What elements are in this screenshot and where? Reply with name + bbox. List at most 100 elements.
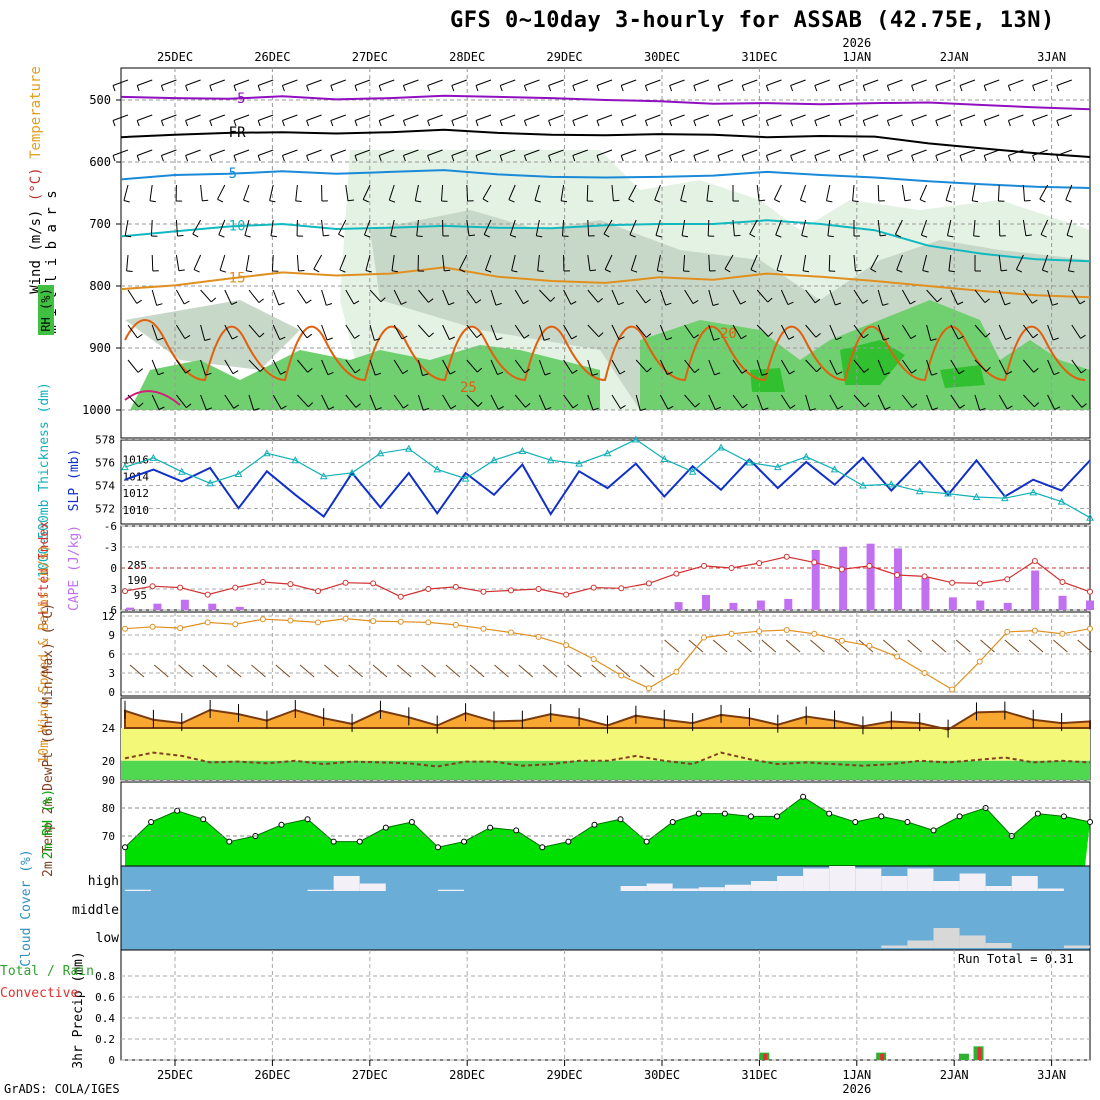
wind-barb-flag xyxy=(665,302,672,306)
precip-convective-label: Convective xyxy=(0,986,78,1001)
thickness-line-point xyxy=(149,453,158,461)
lifted-index-line-point xyxy=(866,562,873,569)
wind-barb-flag xyxy=(985,366,991,372)
temp-area xyxy=(124,708,1091,731)
lifted-index-line-point xyxy=(122,588,128,595)
wind-barb-flag xyxy=(468,234,476,237)
wind-barb-flag xyxy=(281,120,285,127)
thickness-line-point xyxy=(263,449,271,457)
wind-barb xyxy=(248,289,260,303)
cloud-high-bar xyxy=(829,866,856,891)
wind-barb-flag xyxy=(814,298,821,304)
wind-barb-flag xyxy=(572,403,579,409)
wind-barb-flag xyxy=(714,372,721,376)
thickness-line xyxy=(124,438,1091,519)
wind-barb-flag xyxy=(884,372,890,376)
wind-barb xyxy=(1047,289,1053,306)
wind-barb xyxy=(296,254,299,272)
wind-barb-flag xyxy=(1024,200,1031,202)
wind-barb-flag xyxy=(669,120,673,127)
wind-barb-flag xyxy=(231,301,238,305)
wind-barb-flag xyxy=(403,404,409,409)
wind-barb xyxy=(749,219,758,235)
wind-barb-flag xyxy=(306,120,310,127)
wind-barb xyxy=(417,359,423,376)
wind-barb-flag xyxy=(790,85,794,92)
wind-barb-flag xyxy=(306,85,310,92)
wind-barb-flag xyxy=(391,270,398,273)
wind-barb xyxy=(466,394,479,407)
wind-barb xyxy=(926,289,938,303)
rh-point xyxy=(878,813,885,820)
wind-barb xyxy=(911,79,927,86)
wind-barb xyxy=(539,289,551,302)
wind-barb xyxy=(717,79,734,86)
wind-barb-flag xyxy=(693,120,697,127)
lifted-index-line-point xyxy=(756,560,763,567)
wind-barb xyxy=(1041,254,1049,271)
isotherm-FR xyxy=(120,128,1091,158)
wind-barb-flag xyxy=(715,406,721,411)
wind-barb-flag xyxy=(882,303,889,306)
wind-barb xyxy=(485,254,492,271)
wind-barb-flag xyxy=(1032,155,1036,162)
wind-barb-flag xyxy=(476,333,482,338)
wind-barb-flag xyxy=(280,371,287,375)
wind-barb xyxy=(935,79,951,86)
wind-barb-flag xyxy=(232,335,238,340)
isotherm-label: 5 xyxy=(229,166,237,182)
lifted-index-line-point xyxy=(590,584,597,591)
wind-speed-line-point xyxy=(618,672,625,679)
isotherm-label-20: 20 xyxy=(720,326,737,342)
wind-barb xyxy=(393,289,402,305)
wind-barb-flag xyxy=(281,85,285,92)
pressure-tick-label: 700 xyxy=(89,217,111,231)
wind-barb-flag xyxy=(596,120,600,127)
wind-barb xyxy=(959,79,976,86)
wind-barb xyxy=(427,114,443,121)
wind-barb-flag xyxy=(374,338,381,341)
wind-barb-flag xyxy=(326,337,333,341)
wind-barb xyxy=(707,219,710,237)
wind-barb-flag xyxy=(724,268,731,273)
wind-barb-flag xyxy=(694,368,700,373)
surface-wind-barb xyxy=(1004,639,1020,653)
isotherm-label: -5 xyxy=(229,91,246,107)
wind-barb-flag xyxy=(855,269,862,272)
wind-barb xyxy=(218,219,226,235)
wind-barb xyxy=(901,359,913,374)
wind-barb-flag xyxy=(499,85,503,92)
wind-barb xyxy=(877,324,884,341)
wind-barb xyxy=(393,359,404,374)
cloud-low-bar xyxy=(959,935,986,948)
wind-barb xyxy=(611,324,620,340)
wind-barb xyxy=(645,79,661,86)
wind-barb-flag xyxy=(451,155,455,162)
wind-barb xyxy=(596,149,613,156)
wind-barb xyxy=(659,289,667,306)
wind-barb xyxy=(459,254,468,270)
wind-barb xyxy=(403,79,419,86)
wind-barb xyxy=(828,254,831,272)
wind-barb xyxy=(805,289,816,304)
wind-barb-flag xyxy=(717,85,721,92)
cape-bar xyxy=(976,600,985,610)
wind-barb-flag xyxy=(852,200,859,202)
wind-barb-flag xyxy=(246,270,253,273)
wind-barb-flag xyxy=(160,85,164,92)
wind-barb xyxy=(887,79,903,86)
wind-barb xyxy=(451,114,467,121)
wind-barb xyxy=(587,394,594,411)
wind-barb xyxy=(442,359,451,375)
wind-tick: 12 xyxy=(102,610,115,623)
wind-barb xyxy=(112,114,129,121)
wind-barb xyxy=(1008,79,1024,86)
wind-barb xyxy=(887,114,903,121)
wind-barb-flag xyxy=(983,120,987,127)
wind-barb xyxy=(258,149,274,156)
wind-barb xyxy=(200,359,206,376)
wind-barb-flag xyxy=(362,199,369,203)
wind-barb xyxy=(1071,324,1081,339)
wind-barb xyxy=(490,359,498,375)
